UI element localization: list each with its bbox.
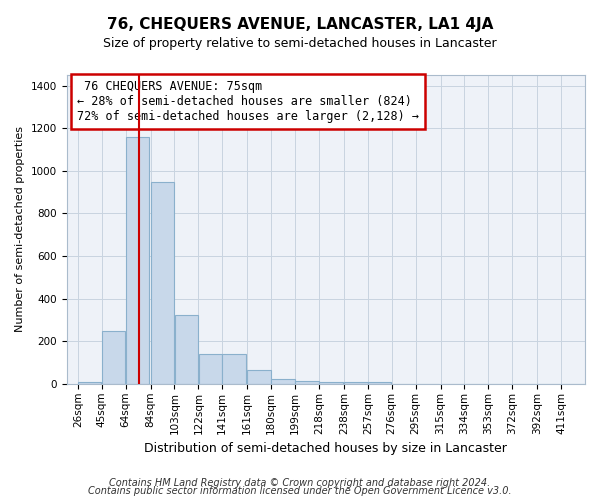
Bar — [319, 382, 343, 384]
Bar — [368, 382, 391, 384]
Text: 76, CHEQUERS AVENUE, LANCASTER, LA1 4JA: 76, CHEQUERS AVENUE, LANCASTER, LA1 4JA — [107, 18, 493, 32]
Bar — [175, 314, 198, 384]
Bar — [223, 354, 246, 384]
Bar — [151, 182, 175, 384]
Y-axis label: Number of semi-detached properties: Number of semi-detached properties — [15, 126, 25, 332]
Bar — [102, 330, 125, 384]
Text: Contains HM Land Registry data © Crown copyright and database right 2024.: Contains HM Land Registry data © Crown c… — [109, 478, 491, 488]
Text: 76 CHEQUERS AVENUE: 75sqm
← 28% of semi-detached houses are smaller (824)
72% of: 76 CHEQUERS AVENUE: 75sqm ← 28% of semi-… — [77, 80, 419, 122]
Text: Size of property relative to semi-detached houses in Lancaster: Size of property relative to semi-detach… — [103, 38, 497, 51]
Bar — [78, 382, 101, 384]
Bar — [295, 380, 319, 384]
Text: Contains public sector information licensed under the Open Government Licence v3: Contains public sector information licen… — [88, 486, 512, 496]
X-axis label: Distribution of semi-detached houses by size in Lancaster: Distribution of semi-detached houses by … — [145, 442, 507, 455]
Bar — [271, 378, 295, 384]
Bar — [344, 382, 368, 384]
Bar — [247, 370, 271, 384]
Bar — [199, 354, 222, 384]
Bar — [126, 137, 149, 384]
